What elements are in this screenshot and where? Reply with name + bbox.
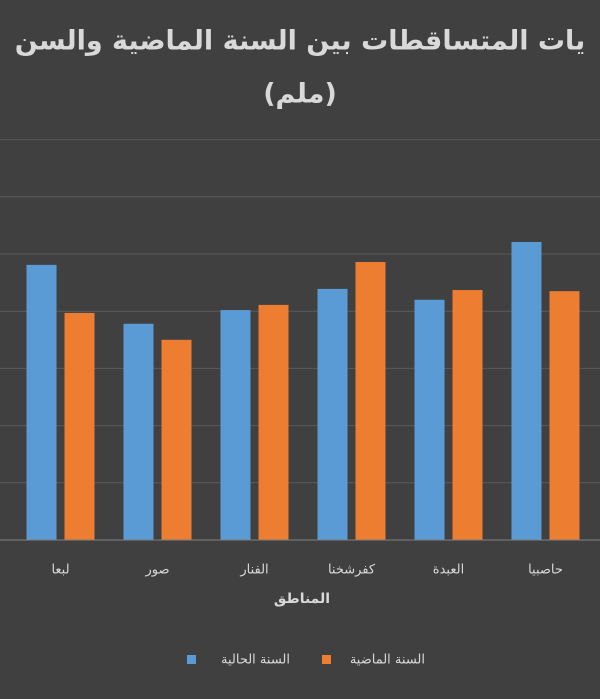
chart-subtitle: (ملم): [263, 79, 337, 110]
bar: [64, 312, 95, 540]
bar: [452, 290, 483, 540]
legend-swatch: [187, 655, 196, 664]
x-tick-label: حاصبيا: [528, 563, 563, 578]
x-axis-title: المناطق: [274, 591, 330, 607]
x-tick-label: لبعا: [51, 563, 69, 578]
x-tick-label: الفنار: [239, 563, 268, 578]
chart-title: يات المتساقطات بين السنة الماضية والسن: [15, 26, 586, 57]
bar: [26, 264, 57, 540]
bar: [317, 288, 348, 540]
bar: [258, 304, 289, 540]
bar: [511, 241, 542, 540]
bar: [123, 323, 154, 540]
legend-label: السنة الماضية: [350, 653, 425, 668]
bar: [549, 291, 580, 540]
bar: [220, 310, 251, 540]
bar: [414, 299, 445, 540]
legend-swatch: [322, 655, 331, 664]
x-tick-label: كفرشخنا: [328, 563, 376, 578]
bar: [355, 262, 386, 540]
bar: [161, 339, 192, 540]
x-tick-label: العبدة: [433, 563, 464, 578]
legend-label: السنة الحالية: [221, 653, 290, 668]
x-tick-label: صور: [144, 563, 169, 578]
